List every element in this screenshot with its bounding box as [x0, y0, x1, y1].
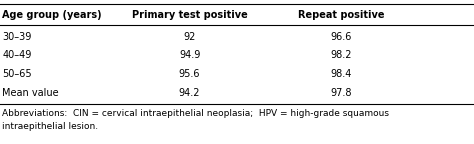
- Text: 50–65: 50–65: [2, 69, 32, 79]
- Text: 97.8: 97.8: [330, 88, 352, 98]
- Text: 94.9: 94.9: [179, 50, 201, 60]
- Text: 92: 92: [183, 32, 196, 42]
- Text: 94.2: 94.2: [179, 88, 201, 98]
- Text: Mean value: Mean value: [2, 88, 59, 98]
- Text: 40–49: 40–49: [2, 50, 32, 60]
- Text: Repeat positive: Repeat positive: [298, 10, 384, 20]
- Text: 96.6: 96.6: [330, 32, 352, 42]
- Text: 95.6: 95.6: [179, 69, 201, 79]
- Text: Primary test positive: Primary test positive: [132, 10, 247, 20]
- Text: 30–39: 30–39: [2, 32, 32, 42]
- Text: Abbreviations:  CIN = cervical intraepithelial neoplasia;  HPV = high-grade squa: Abbreviations: CIN = cervical intraepith…: [2, 109, 389, 131]
- Text: 98.2: 98.2: [330, 50, 352, 60]
- Text: Age group (years): Age group (years): [2, 10, 102, 20]
- Text: 98.4: 98.4: [330, 69, 352, 79]
